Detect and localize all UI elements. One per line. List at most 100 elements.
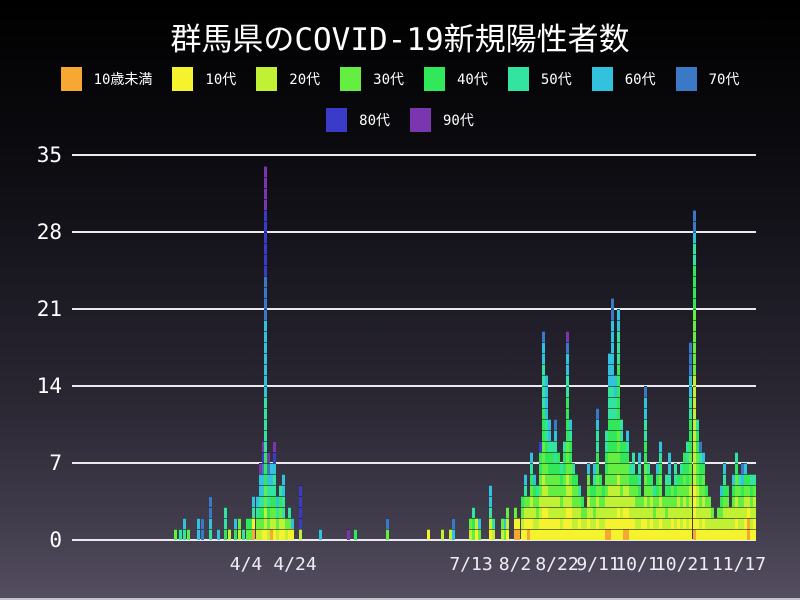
bar-segment	[623, 529, 626, 540]
bar-segment	[264, 276, 267, 287]
bar-segment	[626, 496, 629, 507]
bar-segment	[264, 496, 267, 507]
bar-segment	[492, 529, 495, 540]
bar-segment	[545, 518, 548, 529]
bar-segment	[686, 518, 689, 529]
bar-segment	[285, 518, 288, 529]
bar-segment	[590, 485, 593, 496]
bar-segment	[572, 474, 575, 485]
bar-segment	[644, 529, 647, 540]
bar-segment	[536, 518, 539, 529]
bar-segment	[539, 474, 542, 485]
bar-segment	[524, 518, 527, 529]
bar-segment	[264, 507, 267, 518]
bar-segment	[472, 518, 475, 529]
bar-segment	[566, 485, 569, 496]
x-axis-label: 8/2	[498, 554, 532, 575]
bar-segment	[753, 496, 756, 507]
bar	[545, 375, 548, 540]
bar-segment	[270, 485, 273, 496]
bar-segment	[647, 463, 650, 474]
bar-segment	[735, 496, 738, 507]
bar-segment	[557, 518, 560, 529]
bar-segment	[282, 485, 285, 496]
legend-row: 10歳未満 10代 20代 30代 40代 50代 60代 70代	[0, 66, 800, 92]
bar-segment	[750, 529, 753, 540]
bar-segment	[689, 507, 692, 518]
bar-segment	[557, 507, 560, 518]
bar-segment	[602, 485, 605, 496]
bar-segment	[702, 485, 705, 496]
bar-segment	[647, 474, 650, 485]
bar-segment	[299, 496, 302, 507]
legend-row: 80代 90代	[0, 107, 800, 133]
bar-segment	[584, 518, 587, 529]
bar-segment	[620, 474, 623, 485]
bar	[217, 529, 220, 540]
bar-segment	[299, 507, 302, 518]
bar-segment	[593, 463, 596, 474]
bar-segment	[614, 496, 617, 507]
y-axis-label: 7	[49, 451, 62, 475]
bar-segment	[264, 188, 267, 199]
bar-segment	[741, 463, 744, 474]
bar-segment	[617, 496, 620, 507]
bar-segment	[602, 507, 605, 518]
bar-segment	[602, 529, 605, 540]
bar	[662, 496, 665, 540]
bar-segment	[264, 529, 267, 540]
bar-segment	[620, 419, 623, 430]
bar-segment	[674, 496, 677, 507]
bar-segment	[671, 518, 674, 529]
bar-segment	[539, 518, 542, 529]
bar-segment	[533, 474, 536, 485]
bar-segment	[569, 419, 572, 430]
bar-segment	[644, 386, 647, 397]
bar-segment	[596, 485, 599, 496]
bar-segment	[659, 463, 662, 474]
bar-segment	[521, 529, 524, 540]
bar	[262, 441, 265, 540]
bar-segment	[689, 474, 692, 485]
bar-segment	[587, 474, 590, 485]
bar-segment	[514, 529, 517, 540]
bar-segment	[717, 518, 720, 529]
bar-segment	[475, 518, 478, 529]
bar	[472, 507, 475, 540]
bar-segment	[209, 518, 212, 529]
bar-segment	[671, 529, 674, 540]
bar-segment	[611, 485, 614, 496]
bar-segment	[264, 254, 267, 265]
bar-segment	[557, 452, 560, 463]
bar	[530, 452, 533, 540]
bar	[489, 485, 492, 540]
x-axis-label: 7/13	[449, 554, 493, 575]
bar-segment	[623, 485, 626, 496]
bar	[623, 441, 626, 540]
bar-segment	[735, 518, 738, 529]
bar-segment	[249, 518, 252, 529]
bar-segment	[545, 463, 548, 474]
bar-segment	[699, 485, 702, 496]
bar-segment	[533, 485, 536, 496]
bar-segment	[554, 441, 557, 452]
bar-segment	[449, 529, 452, 540]
bar-segment	[611, 419, 614, 430]
bar-segment	[705, 507, 708, 518]
bar-segment	[729, 529, 732, 540]
bar	[249, 518, 252, 540]
bar-segment	[282, 507, 285, 518]
bar-segment	[545, 485, 548, 496]
bar-segment	[469, 518, 472, 529]
legend-label: 90代	[443, 113, 474, 129]
bar-segment	[693, 485, 696, 496]
bar-segment	[545, 408, 548, 419]
bar	[548, 419, 551, 540]
bar-segment	[653, 518, 656, 529]
bar-segment	[620, 463, 623, 474]
bar-segment	[259, 463, 262, 474]
bar	[590, 485, 593, 540]
bar-segment	[608, 518, 611, 529]
bar-segment	[469, 529, 472, 540]
bar-segment	[735, 463, 738, 474]
